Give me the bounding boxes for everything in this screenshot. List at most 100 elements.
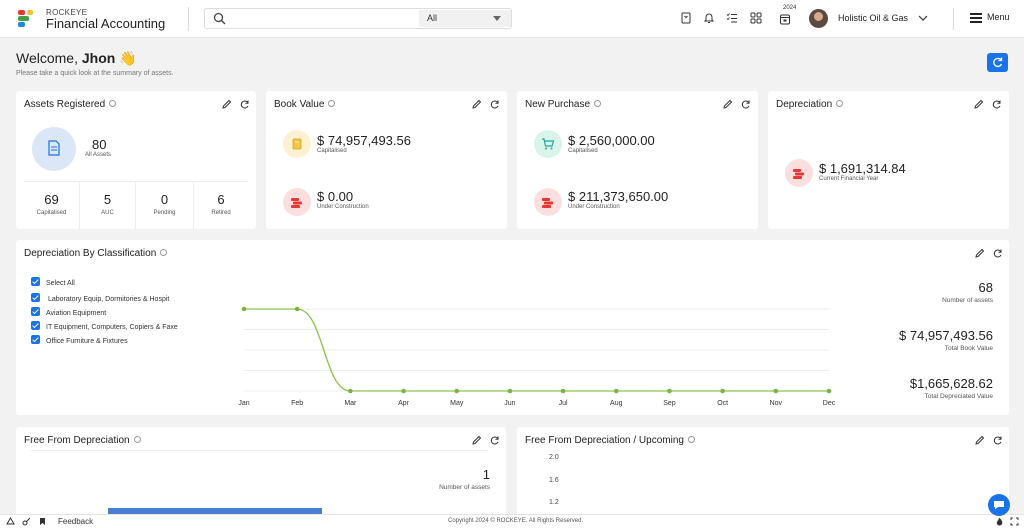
- refresh-dashboard-button[interactable]: [987, 53, 1008, 72]
- search-icon[interactable]: [213, 12, 226, 25]
- info-icon[interactable]: [328, 100, 336, 107]
- info-icon[interactable]: [133, 436, 141, 443]
- info-icon[interactable]: [687, 436, 695, 443]
- info-icon[interactable]: [109, 100, 117, 107]
- new-purchase-capitalised: $ 2,560,000.00: [568, 133, 655, 148]
- avatar[interactable]: [809, 9, 828, 28]
- menu-label: Menu: [987, 12, 1010, 22]
- data-point[interactable]: [720, 388, 725, 394]
- key-icon[interactable]: [22, 517, 31, 526]
- data-point[interactable]: [241, 306, 247, 312]
- checkbox-checked[interactable]: [31, 307, 40, 316]
- stat-retired[interactable]: 6 Retired: [211, 192, 231, 216]
- depreciation-card: Depreciation $ 1,691,314.84 Current Fina…: [768, 91, 1009, 229]
- edit-icon[interactable]: [472, 99, 482, 109]
- book-value-uc: $ 0.00: [317, 189, 354, 204]
- recycle-icon[interactable]: [6, 517, 15, 526]
- brand-company: ROCKEYE: [46, 8, 88, 17]
- legend-item[interactable]: IT Equipment, Computers, Copiers & Faxe: [31, 321, 178, 331]
- data-point[interactable]: [773, 388, 779, 394]
- info-icon[interactable]: [836, 100, 844, 107]
- all-assets-count: 80: [92, 137, 107, 152]
- refresh-icon[interactable]: [490, 100, 499, 109]
- data-point[interactable]: [507, 388, 513, 394]
- refresh-icon[interactable]: [490, 436, 499, 445]
- refresh-icon[interactable]: [741, 100, 750, 109]
- refresh-icon[interactable]: [240, 100, 249, 109]
- info-icon[interactable]: [594, 100, 602, 107]
- divider: [31, 450, 488, 451]
- fire-icon[interactable]: [995, 517, 1004, 526]
- card-actions: [723, 99, 750, 109]
- data-point[interactable]: [348, 388, 353, 394]
- edit-icon[interactable]: [975, 248, 985, 258]
- data-point[interactable]: [401, 388, 406, 394]
- x-tick-label: Jan: [238, 400, 249, 407]
- refresh-icon[interactable]: [992, 100, 1001, 109]
- legend-select-all[interactable]: Select All: [31, 277, 75, 287]
- free-from-depreciation-card: Free From Depreciation 1 Number of asset…: [16, 427, 506, 528]
- y-tick-label: 1.6: [549, 477, 559, 484]
- data-point[interactable]: [613, 388, 619, 394]
- data-point[interactable]: [667, 388, 672, 394]
- bookmark-icon[interactable]: [680, 12, 692, 24]
- book-value-capitalised: $ 74,957,493.56: [317, 133, 411, 148]
- chat-support-button[interactable]: [988, 494, 1010, 516]
- card-actions: [472, 99, 499, 109]
- depreciation-circle: [785, 159, 813, 187]
- data-point[interactable]: [826, 388, 832, 394]
- company-name[interactable]: Holistic Oil & Gas: [838, 13, 909, 23]
- fullscreen-icon[interactable]: [1010, 517, 1019, 526]
- bookmark-icon[interactable]: [38, 517, 47, 526]
- bell-icon[interactable]: [703, 12, 715, 24]
- search-scope-value: All: [427, 13, 438, 23]
- footer: Feedback Copyright 2024 © ROCKEYE. All R…: [0, 514, 1024, 528]
- book-value-uc-label: Under Construction: [317, 204, 369, 210]
- new-purchase-uc-circle: [534, 188, 562, 216]
- info-icon[interactable]: [160, 249, 168, 256]
- edit-icon[interactable]: [723, 99, 733, 109]
- rockeye-logo-icon: [18, 10, 33, 27]
- checkbox-checked[interactable]: [31, 321, 40, 330]
- checklist-icon[interactable]: [726, 12, 738, 24]
- depreciation-line-chart: Jan Feb Mar Apr May Jun Jul Aug Sep Oct Nov Dec: [238, 306, 836, 407]
- app-title[interactable]: Financial Accounting: [46, 16, 166, 31]
- x-tick-label: Oct: [717, 400, 728, 407]
- copyright-text: Copyright 2024 © ROCKEYE. All Rights Res…: [448, 518, 584, 524]
- checkbox-checked[interactable]: [31, 335, 40, 344]
- stat-auc[interactable]: 5 AUC: [80, 182, 136, 230]
- new-purchase-uc-label: Under Construction: [568, 204, 620, 210]
- legend-item[interactable]: Aviation Equipment: [31, 307, 106, 317]
- edit-icon[interactable]: [974, 99, 984, 109]
- free-dep-bar[interactable]: [108, 508, 322, 515]
- chat-icon: [994, 501, 1004, 510]
- stat-number-of-assets: 68 Number of assets: [942, 280, 993, 304]
- edit-icon[interactable]: [472, 435, 482, 445]
- card-title: Assets Registered: [24, 99, 117, 110]
- year-badge: 2024: [783, 5, 797, 11]
- data-point[interactable]: [454, 388, 460, 394]
- legend-item[interactable]: Laboratory Equip, Dormitories & Hospit: [31, 293, 169, 303]
- data-point[interactable]: [560, 388, 566, 394]
- search-scope-select[interactable]: All: [419, 10, 511, 27]
- apps-grid-icon[interactable]: [750, 12, 762, 24]
- feedback-link[interactable]: Feedback: [58, 517, 94, 526]
- legend-item[interactable]: Office Furniture & Fixtures: [31, 335, 128, 345]
- data-point[interactable]: [294, 306, 300, 312]
- checkbox-checked[interactable]: [31, 293, 40, 302]
- divider: [953, 8, 954, 30]
- search-bar[interactable]: All: [204, 8, 512, 29]
- new-purchase-capitalised-label: Capitalised: [568, 148, 598, 154]
- chevron-down-icon[interactable]: [918, 13, 928, 23]
- stat-capitalised[interactable]: 69 Capitalised: [24, 182, 80, 230]
- refresh-icon[interactable]: [993, 436, 1002, 445]
- edit-icon[interactable]: [975, 435, 985, 445]
- calendar-icon[interactable]: [779, 13, 791, 25]
- edit-icon[interactable]: [222, 99, 232, 109]
- stat-pending[interactable]: 0 Pending: [136, 182, 194, 230]
- refresh-icon[interactable]: [993, 249, 1002, 258]
- y-tick-label: 1.2: [549, 499, 559, 506]
- ledger-icon: [292, 138, 302, 150]
- checkbox-checked[interactable]: [31, 277, 40, 286]
- menu-button[interactable]: Menu: [970, 12, 1010, 23]
